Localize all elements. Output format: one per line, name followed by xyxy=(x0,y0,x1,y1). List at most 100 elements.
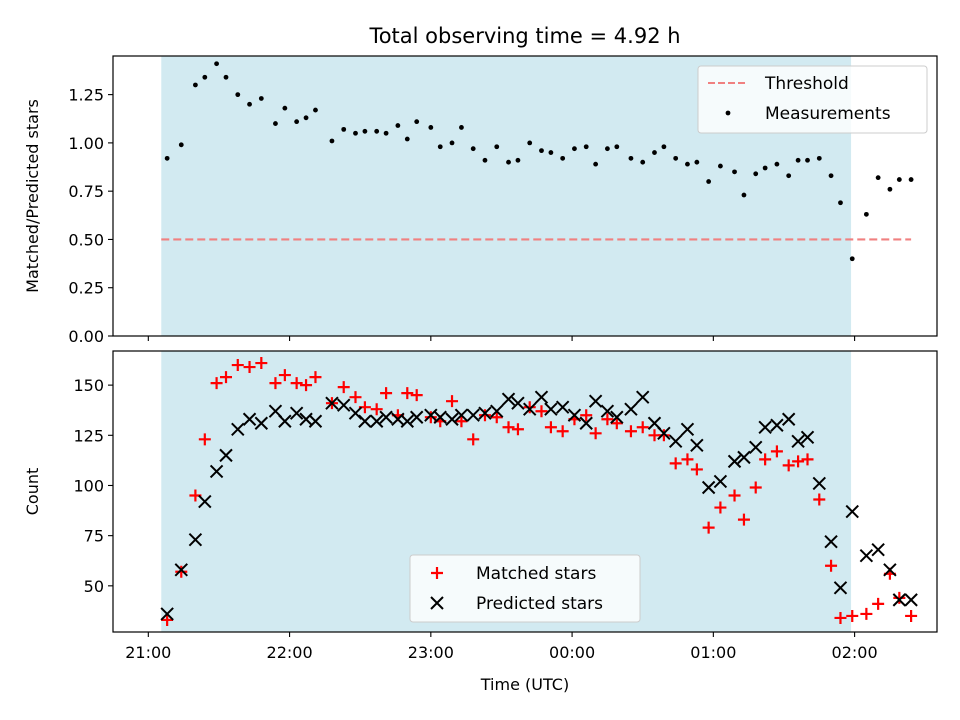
predicted-star-point xyxy=(501,392,516,406)
matched-star-point xyxy=(624,425,637,438)
measurement-point xyxy=(741,192,747,198)
predicted-star-point xyxy=(892,593,907,607)
measurement-point xyxy=(583,144,589,150)
predicted-star-point xyxy=(812,476,826,491)
measurement-point xyxy=(294,119,300,125)
matched-star-point xyxy=(792,455,805,468)
measurement-point xyxy=(258,96,264,101)
predicted-star-point xyxy=(680,422,695,436)
predicted-star-point xyxy=(325,396,339,410)
matched-star-point xyxy=(905,609,918,622)
count-panel: 50 75 100 125 150 21:00 22:00 23:00 00:00 01:00 0… xyxy=(23,350,938,662)
matched-star-point xyxy=(502,421,515,434)
matched-star-point xyxy=(749,481,762,494)
predicted-star-point xyxy=(770,418,784,432)
predicted-star-point xyxy=(379,410,393,424)
legend-predicted-swatch xyxy=(430,596,444,610)
measurement-point xyxy=(849,256,855,262)
predicted-star-point xyxy=(567,408,582,422)
legend-matched-swatch xyxy=(431,567,443,579)
predicted-star-point xyxy=(579,416,593,430)
matched-star-point xyxy=(467,433,480,446)
predicted-star-point xyxy=(219,448,233,463)
predicted-star-point xyxy=(555,400,570,414)
matched-star-point xyxy=(401,387,414,400)
ratio-legend-box xyxy=(697,65,928,134)
matched-star-point xyxy=(872,597,885,610)
predicted-star-point xyxy=(758,420,772,434)
measurement-point xyxy=(628,155,634,161)
bot-y-tick-label: 75 xyxy=(84,527,104,546)
legend-matched-label: Matched stars xyxy=(476,564,596,584)
ratio-legend: Threshold Measurements xyxy=(697,65,928,134)
x-tick-label: 02:00 xyxy=(832,643,878,662)
predicted-star-point xyxy=(478,406,492,420)
measurement-point xyxy=(494,144,500,150)
x-tick-label: 01:00 xyxy=(690,643,736,662)
predicted-star-point xyxy=(358,414,372,428)
matched-star-point xyxy=(669,457,682,470)
matched-star-point xyxy=(702,521,715,534)
measurement-point xyxy=(661,144,667,150)
matched-star-point xyxy=(580,409,593,422)
predicted-star-point xyxy=(198,494,212,509)
top-y-tick-label: 1.25 xyxy=(68,86,104,105)
matched-star-point xyxy=(410,389,423,402)
measurement-point xyxy=(329,138,335,144)
predicted-star-point xyxy=(668,434,683,449)
matched-star-point xyxy=(770,445,783,458)
top-y-tick-label: 1.00 xyxy=(68,134,104,153)
predicted-star-point xyxy=(278,414,292,428)
measurement-point xyxy=(694,159,700,165)
measurement-point xyxy=(673,155,679,161)
matched-star-point xyxy=(210,377,223,390)
legend-measurements-label: Measurements xyxy=(765,104,891,124)
measurement-point xyxy=(383,130,389,136)
matched-star-point xyxy=(337,381,350,394)
matched-star-point xyxy=(690,463,703,476)
measurement-point xyxy=(527,140,533,146)
measurement-point xyxy=(774,161,780,167)
predicted-star-point xyxy=(209,464,224,479)
measurement-point xyxy=(753,171,759,177)
legend-measurements-swatch xyxy=(725,110,731,116)
predicted-star-point xyxy=(727,454,742,469)
measurement-point xyxy=(164,155,170,161)
matched-star-point xyxy=(478,409,491,422)
predicted-star-point xyxy=(781,412,796,426)
predicted-star-point xyxy=(466,408,480,422)
predicted-star-point xyxy=(749,440,763,455)
predicted-star-point xyxy=(188,532,203,547)
predicted-star-point xyxy=(791,434,805,449)
predicted-star-point xyxy=(454,408,469,422)
measurement-point xyxy=(428,125,434,130)
predicted-star-point xyxy=(636,390,650,404)
predicted-star-point xyxy=(883,563,897,577)
matched-star-point xyxy=(589,427,602,440)
predicted-star-point xyxy=(337,398,351,412)
matched-star-point xyxy=(455,415,468,428)
x-tick-label: 21:00 xyxy=(125,643,171,662)
predicted-star-point xyxy=(511,396,525,410)
predicted-star-point xyxy=(523,402,537,416)
measurement-point xyxy=(593,161,599,167)
measurement-point xyxy=(548,150,554,155)
count-axes-frame xyxy=(112,350,938,633)
matched-star-point xyxy=(860,607,873,620)
measurement-point xyxy=(640,159,646,165)
matched-star-point xyxy=(737,513,750,526)
predicted-star-point xyxy=(701,480,716,495)
ratio-x-ticks xyxy=(147,336,856,341)
measurement-point xyxy=(718,163,723,169)
measurement-point xyxy=(178,142,184,148)
predicted-star-point xyxy=(610,410,624,424)
predicted-star-point xyxy=(871,542,885,557)
ratio-marks xyxy=(161,61,914,262)
predicted-star-point xyxy=(904,593,918,607)
matched-star-point xyxy=(728,489,741,502)
matched-star-point xyxy=(278,369,291,382)
predicted-star-point xyxy=(409,410,424,424)
predicted-star-point xyxy=(254,416,269,430)
matched-star-point xyxy=(834,611,847,624)
